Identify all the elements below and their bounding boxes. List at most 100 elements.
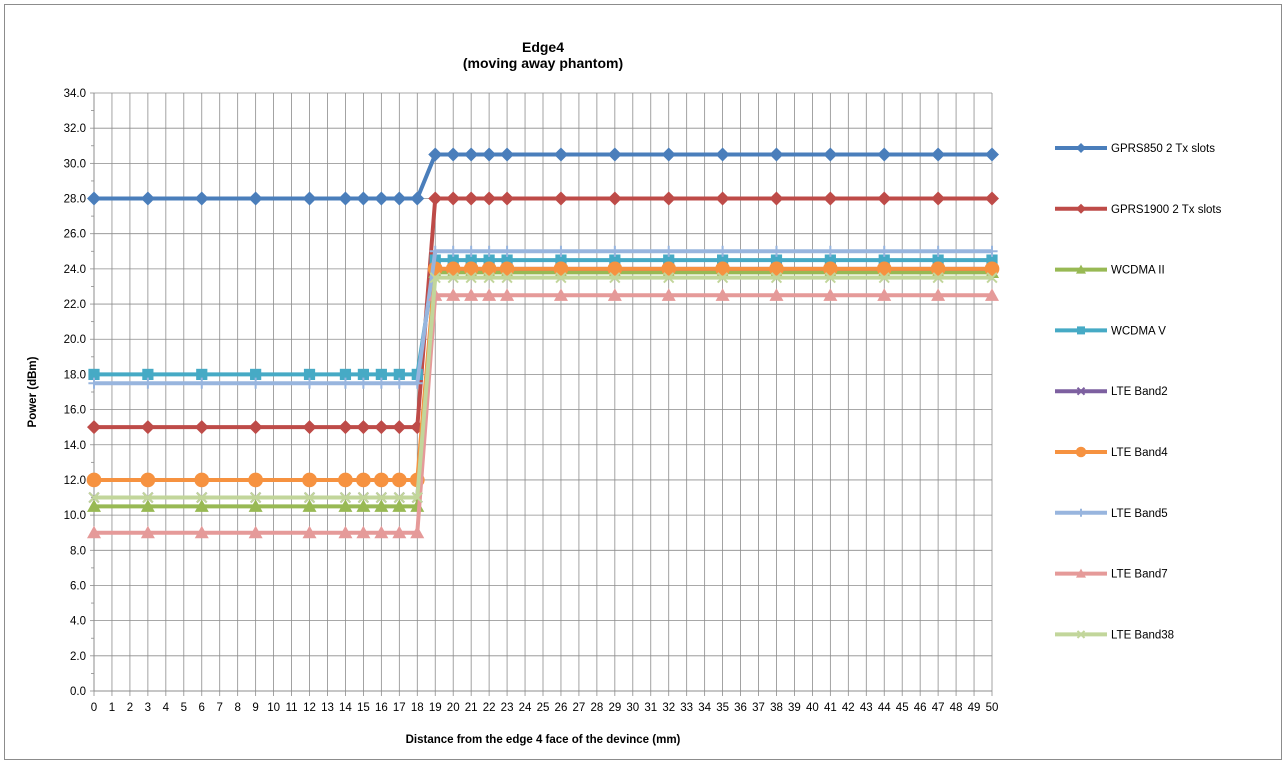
data-point [356,525,371,539]
data-point [302,525,317,539]
data-point [88,368,100,381]
data-point [429,245,441,257]
data-point [250,491,262,504]
series-gprs1900-2-tx-slots [87,191,999,435]
data-point [302,499,317,512]
data-point [447,272,459,284]
x-tick-label: 18 [411,702,424,714]
data-point [338,499,353,512]
data-point [663,245,675,257]
data-point [465,245,477,257]
y-tick-label: 20.0 [64,334,86,346]
series-lines [86,147,1000,539]
data-point [140,191,155,206]
legend-entry: LTE Band2 [1055,386,1168,398]
legend-label: WCDMA II [1111,265,1165,277]
data-point [428,147,443,162]
data-point [932,245,944,257]
data-point [302,191,317,206]
data-point [464,147,479,162]
legend-entry: LTE Band38 [1055,629,1174,641]
data-point [609,272,621,284]
data-point [410,525,425,539]
data-point [985,288,999,301]
data-point [392,420,407,435]
y-tick-label: 0.0 [70,686,86,698]
y-tick-label: 18.0 [64,369,86,381]
data-point [87,499,101,512]
legend-entry: LTE Band4 [1055,446,1168,459]
legend-label: LTE Band7 [1111,569,1168,581]
data-point [553,191,568,206]
x-tick-label: 25 [537,702,550,714]
x-tick-label: 12 [303,702,316,714]
data-point [87,420,101,435]
legend-entry: GPRS1900 2 Tx slots [1055,203,1222,216]
data-point [876,261,892,277]
data-point [715,261,730,277]
data-point [877,147,892,162]
data-point [391,472,407,488]
legend-swatch-marker [1076,143,1086,153]
data-point [553,288,568,301]
data-point [555,254,567,266]
data-point [88,377,100,389]
data-point [769,191,784,206]
data-point [446,191,461,206]
data-point [984,261,1000,277]
data-point [607,261,623,277]
data-point [356,191,371,206]
data-point [356,499,371,512]
data-point [717,254,729,266]
data-point [339,491,352,504]
x-axis-label: Distance from the edge 4 face of the dev… [406,734,681,746]
x-tick-label: 33 [680,702,693,714]
x-tick-label: 20 [447,702,460,714]
data-point [823,288,838,301]
data-point [986,245,998,257]
legend-label: LTE Band5 [1111,508,1168,520]
data-point [357,377,369,389]
data-point [465,272,477,284]
data-point [877,191,892,206]
y-tick-label: 10.0 [64,510,86,522]
data-point [553,261,569,277]
data-point [357,491,370,504]
data-point [374,472,389,488]
data-point [88,491,100,504]
data-point [661,147,676,162]
data-point [87,525,101,539]
x-tick-label: 11 [286,702,298,714]
data-point [338,472,353,488]
data-point [194,472,210,488]
x-tick-label: 15 [357,702,370,714]
legend-swatch-marker [1076,386,1086,396]
x-tick-label: 21 [465,702,478,714]
data-point [501,272,513,284]
data-point [374,420,389,435]
data-point [715,288,730,301]
data-point [878,245,890,257]
series-line [94,258,992,377]
data-point [464,288,479,301]
y-tick-label: 24.0 [64,264,86,276]
data-point [248,499,263,512]
x-tick-label: 32 [662,702,675,714]
gridlines [93,92,993,692]
series-line [94,275,992,500]
data-point [930,261,946,277]
x-tick-label: 7 [217,702,223,714]
y-tick-label: 12.0 [64,475,86,487]
data-point [932,254,944,266]
data-point [140,420,155,435]
data-point [392,525,407,539]
x-tick-label: 39 [788,702,801,714]
data-point [500,288,515,301]
x-tick-label: 5 [181,702,187,714]
data-point [501,245,513,257]
data-point [607,288,622,301]
y-tick-label: 22.0 [64,299,86,311]
data-point [140,525,155,539]
data-point [375,368,387,381]
data-point [661,261,677,277]
